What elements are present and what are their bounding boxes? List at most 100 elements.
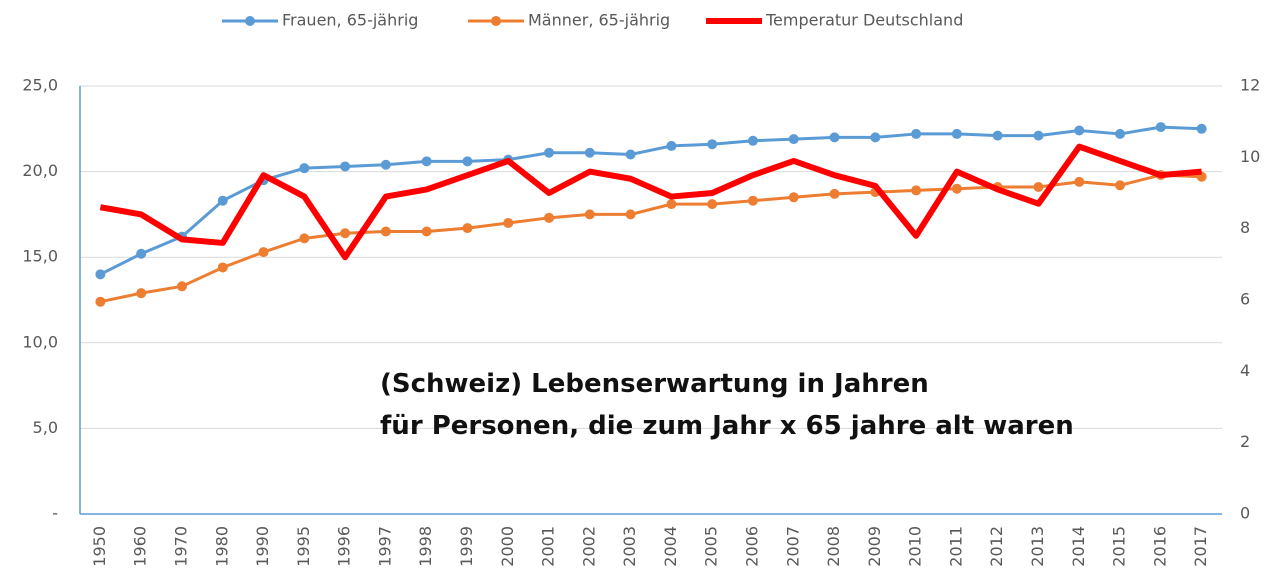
point [951,183,962,194]
x-tick-label: 2017 [1191,526,1210,567]
y2-tick-label: 0 [1240,504,1250,523]
point [584,209,595,220]
point [421,156,432,167]
point [1115,180,1126,191]
point [299,163,310,174]
x-tick-label: 2003 [620,526,639,567]
point [992,130,1003,141]
point [584,147,595,158]
point [666,199,677,210]
y2-tick-label: 12 [1240,76,1260,95]
y-tick-label: - [52,504,58,523]
point [829,188,840,199]
point [788,192,799,203]
x-tick-label: 1970 [171,526,190,567]
x-tick-label: 2012 [987,526,1006,567]
point [911,128,922,139]
x-tick-label: 2009 [865,526,884,567]
point [136,288,147,299]
point [666,140,677,151]
point [707,139,718,150]
x-tick-label: 1998 [416,526,435,567]
x-tick-label: 2007 [783,526,802,567]
point [380,159,391,170]
point [1074,125,1085,136]
point [176,281,187,292]
y-tick-label: 20,0 [22,161,58,180]
x-tick-label: 1995 [294,526,313,567]
series-line [99,125,1202,276]
point [788,134,799,145]
x-tick-label: 2014 [1069,526,1088,567]
x-tick-label: 2013 [1028,526,1047,567]
point [217,195,228,206]
x-tick-label: 1997 [375,526,394,567]
series-line [99,143,1202,261]
point [1115,128,1126,139]
x-tick-label: 2004 [661,526,680,567]
point [829,132,840,143]
x-tick-label: 2005 [702,526,721,567]
point [299,233,310,244]
point [258,247,269,258]
point [707,199,718,210]
x-tick-label: 2006 [742,526,761,567]
point [217,262,228,273]
y2-tick-label: 8 [1240,218,1250,237]
y2-tick-label: 4 [1240,361,1250,380]
point [1033,130,1044,141]
x-tick-label: 1960 [131,526,150,567]
point [1155,122,1166,133]
point [462,223,473,234]
x-tick-label: 2008 [824,526,843,567]
annotation: (Schweiz) Lebenserwartung in Jahren [380,369,929,399]
x-tick-label: 2002 [579,526,598,567]
point [503,217,514,228]
point [1074,176,1085,187]
point [421,226,432,237]
point [462,156,473,167]
x-tick-label: 1996 [335,526,354,567]
x-tick-label: 1950 [90,526,109,567]
x-tick-label: 1980 [212,526,231,567]
y-tick-label: 15,0 [22,247,58,266]
x-tick-label: 1999 [457,526,476,567]
x-tick-label: 2001 [539,526,558,567]
y2-tick-label: 10 [1240,147,1260,166]
point [95,296,106,307]
series-line [100,173,1202,304]
point [340,161,351,172]
legend-marker [245,16,255,26]
x-tick-label: 2015 [1110,526,1129,567]
point [747,195,758,206]
point [544,212,555,223]
point [747,135,758,146]
point [951,128,962,139]
x-tick-label: 2010 [906,526,925,567]
legend-marker [491,16,501,26]
point [95,269,106,280]
point [911,185,922,196]
x-tick-label: 1990 [253,526,272,567]
point [1033,182,1044,193]
x-tick-label: 2016 [1150,526,1169,567]
y-tick-label: 25,0 [22,76,58,95]
point [380,226,391,237]
y2-tick-label: 2 [1240,432,1250,451]
y-tick-label: 10,0 [22,332,58,351]
annotation: für Personen, die zum Jahr x 65 jahre al… [380,411,1074,441]
point [340,228,351,239]
point [1196,123,1207,134]
x-tick-label: 2011 [946,526,965,567]
point [625,149,636,160]
y-tick-label: 5,0 [33,418,58,437]
point [544,147,555,158]
legend-label: Frauen, 65-jährig [282,11,418,30]
legend-label: Männer, 65-jährig [528,11,670,30]
point [625,209,636,220]
x-tick-label: 2000 [498,526,517,567]
y2-tick-label: 6 [1240,290,1250,309]
point [136,248,147,259]
point [870,132,881,143]
